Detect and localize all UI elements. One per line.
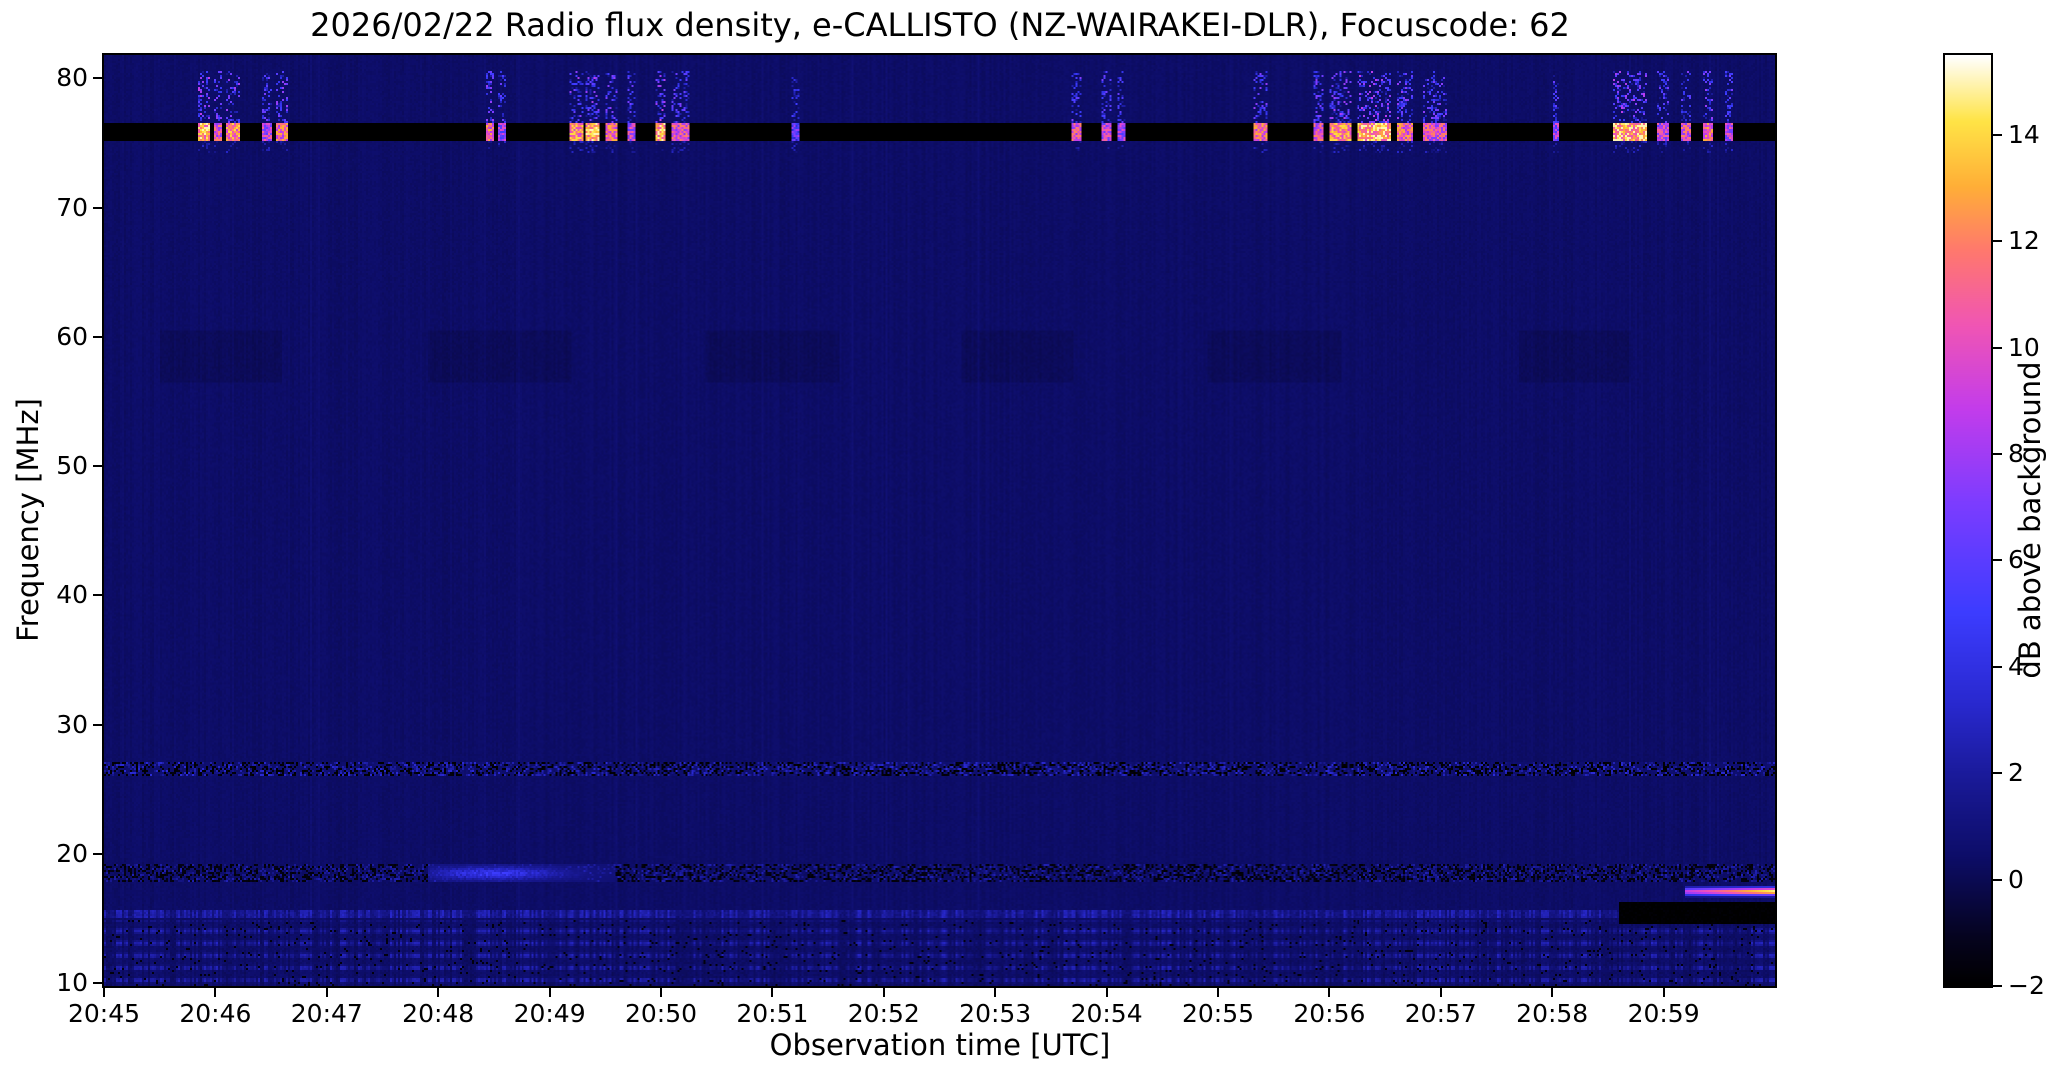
x-tick	[1105, 988, 1108, 997]
y-tick	[93, 77, 102, 80]
y-tick-label: 70	[56, 192, 88, 222]
x-tick	[1662, 988, 1665, 997]
x-tick	[214, 988, 217, 997]
y-tick-label: 10	[56, 968, 88, 998]
colorbar-tick	[1993, 240, 2002, 243]
spectrogram-heatmap	[102, 53, 1777, 988]
x-tick	[1551, 988, 1554, 997]
colorbar-tick	[1993, 665, 2002, 668]
x-tick	[437, 988, 440, 997]
colorbar-label: dB above background	[2013, 361, 2047, 679]
x-tick	[771, 988, 774, 997]
x-tick-label: 20:47	[290, 999, 363, 1028]
x-tick-label: 20:55	[1181, 999, 1255, 1028]
x-tick-label: 20:56	[1293, 999, 1366, 1028]
y-axis-label: Frequency [MHz]	[11, 398, 45, 642]
colorbar	[1943, 53, 1993, 988]
colorbar-tick	[1993, 772, 2002, 775]
y-tick-label: 20	[56, 839, 88, 869]
x-tick	[103, 988, 105, 997]
x-axis-label: Observation time [UTC]	[769, 1028, 1111, 1062]
y-tick	[93, 335, 102, 338]
colorbar-tick-label: 10	[2008, 332, 2040, 362]
colorbar-tick	[1993, 559, 2002, 562]
colorbar-tick-label: −2	[2008, 971, 2045, 1000]
colorbar-tick-label: 2	[2008, 758, 2024, 788]
x-tick	[1217, 988, 1219, 997]
y-tick	[93, 594, 102, 597]
y-tick-label: 60	[56, 321, 88, 351]
x-tick	[325, 988, 328, 997]
colorbar-tick	[1993, 878, 2002, 881]
colorbar-tick-label: 12	[2008, 226, 2040, 256]
x-tick-label: 20:45	[67, 999, 141, 1028]
x-tick-label: 20:57	[1404, 999, 1477, 1028]
y-tick	[93, 206, 102, 209]
x-tick-label: 20:51	[736, 999, 809, 1028]
colorbar-tick-label: 0	[2008, 864, 2024, 894]
x-tick-label: 20:46	[179, 999, 252, 1028]
colorbar-tick-label: 14	[2008, 119, 2040, 149]
chart-title: 2026/02/22 Radio flux density, e-CALLIST…	[310, 6, 1570, 44]
x-tick-label: 20:50	[624, 999, 698, 1028]
x-tick-label: 20:58	[1516, 999, 1589, 1028]
y-tick-label: 80	[56, 63, 88, 93]
y-tick	[93, 982, 102, 985]
y-tick	[93, 723, 102, 726]
x-tick	[882, 988, 885, 997]
x-tick-label: 20:49	[513, 999, 586, 1028]
colorbar-tick	[1993, 453, 2002, 455]
y-tick	[93, 465, 102, 468]
colorbar-tick	[1993, 346, 2002, 349]
y-tick	[93, 853, 102, 856]
x-tick-label: 20:53	[959, 999, 1032, 1028]
x-tick-label: 20:54	[1070, 999, 1143, 1028]
x-tick	[548, 988, 551, 997]
x-tick	[660, 988, 662, 997]
y-tick-label: 30	[56, 709, 88, 739]
colorbar-tick	[1993, 985, 2002, 987]
x-tick	[1439, 988, 1442, 997]
x-tick	[994, 988, 997, 997]
x-tick	[1328, 988, 1331, 997]
x-tick-label: 20:52	[847, 999, 920, 1028]
x-tick-label: 20:48	[402, 999, 475, 1028]
x-tick-label: 20:59	[1627, 999, 1700, 1028]
colorbar-tick	[1993, 133, 2002, 136]
